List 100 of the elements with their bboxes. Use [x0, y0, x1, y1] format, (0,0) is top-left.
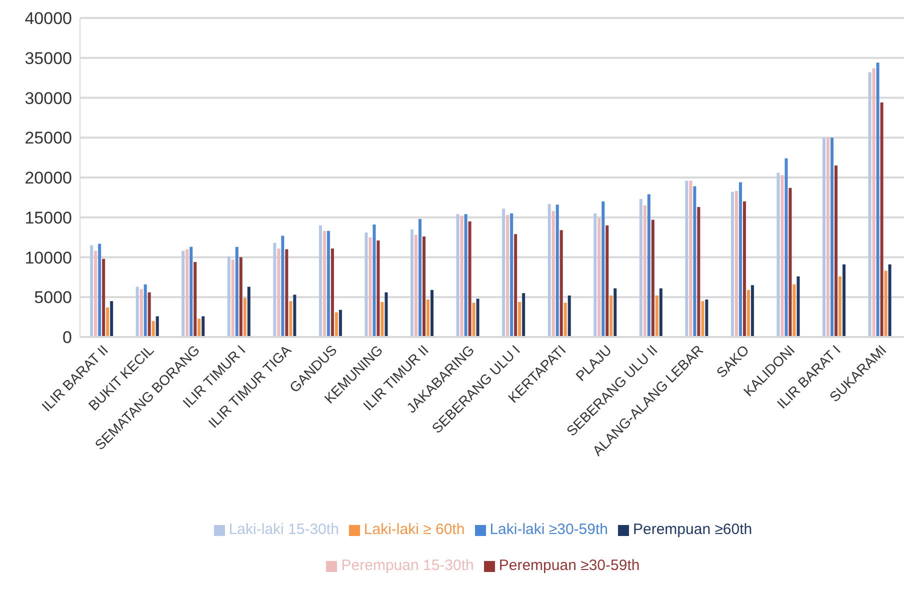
bar	[456, 214, 460, 337]
bar	[880, 102, 884, 337]
bar	[289, 301, 292, 337]
bar	[506, 214, 510, 337]
bar	[647, 194, 650, 337]
bar	[564, 302, 567, 337]
bar	[243, 298, 246, 337]
bar	[90, 245, 94, 337]
y-tick-label: 30000	[24, 88, 72, 108]
bar	[746, 290, 750, 337]
bar	[502, 208, 506, 337]
legend-label: Perempuan 15-30th	[341, 557, 474, 574]
bar	[606, 225, 609, 337]
bar	[884, 270, 888, 337]
bar	[338, 310, 342, 337]
bar	[734, 191, 738, 337]
bar	[472, 302, 476, 337]
bar	[655, 296, 658, 337]
bar	[460, 216, 464, 337]
bar	[602, 201, 605, 337]
bar	[510, 213, 514, 337]
bar	[152, 321, 155, 337]
y-tick-label: 20000	[24, 168, 72, 188]
y-tick-label: 10000	[24, 248, 72, 268]
legend-label: Perempuan ≥60th	[632, 521, 752, 538]
bar	[98, 244, 102, 337]
bar	[514, 234, 518, 337]
bar	[738, 182, 742, 337]
bar	[102, 258, 106, 337]
bar	[548, 204, 551, 337]
bar	[156, 316, 159, 337]
bar	[418, 218, 422, 337]
bar	[868, 72, 872, 337]
bar	[468, 221, 472, 337]
bar	[842, 264, 846, 337]
y-tick-label: 5000	[34, 288, 72, 308]
y-tick-label: 25000	[24, 128, 72, 148]
bar	[384, 292, 388, 337]
bar	[730, 192, 734, 337]
bar	[281, 236, 284, 337]
bar	[198, 318, 201, 337]
bar	[792, 284, 796, 337]
legend-label: Laki-laki ≥30-59th	[490, 521, 608, 538]
bar	[364, 232, 368, 337]
bar	[872, 68, 876, 337]
bar	[410, 229, 414, 337]
bar	[834, 166, 838, 337]
bar	[182, 250, 185, 337]
bar	[742, 201, 746, 337]
y-tick-label: 0	[62, 328, 72, 348]
bar	[136, 286, 139, 337]
y-tick-label: 35000	[24, 48, 72, 68]
bar	[227, 256, 230, 337]
bar	[594, 213, 597, 337]
bar	[318, 225, 322, 337]
bar	[426, 300, 430, 337]
bar	[110, 301, 114, 337]
bar	[788, 188, 792, 337]
bar	[522, 293, 526, 337]
bar	[239, 257, 242, 337]
bar	[94, 250, 98, 337]
bar	[876, 62, 880, 337]
bar	[784, 158, 788, 337]
bar	[148, 292, 151, 337]
bar	[697, 207, 700, 337]
bar	[830, 138, 834, 337]
bar	[685, 180, 688, 337]
bar	[838, 276, 842, 337]
bar	[826, 138, 830, 337]
bar	[796, 276, 800, 337]
bar	[776, 172, 780, 337]
bar	[330, 248, 334, 337]
bar	[643, 205, 646, 337]
bar	[518, 302, 522, 337]
bar	[693, 186, 696, 337]
bar	[598, 218, 601, 337]
bar	[326, 230, 330, 337]
bar	[689, 180, 692, 337]
bar	[780, 175, 784, 337]
bar	[701, 301, 704, 337]
y-tick-label: 40000	[24, 9, 72, 28]
bar	[194, 262, 197, 337]
bar	[202, 316, 205, 337]
bar	[273, 242, 276, 337]
bar	[144, 284, 147, 337]
bar	[659, 288, 662, 337]
bar	[651, 220, 654, 337]
bar	[822, 138, 826, 337]
bar	[106, 307, 110, 337]
bar	[888, 264, 892, 337]
bar	[476, 298, 480, 337]
bar	[422, 236, 426, 337]
bar	[376, 240, 380, 337]
bar	[140, 289, 143, 337]
bar	[750, 285, 754, 337]
bar	[285, 249, 288, 337]
bar	[430, 290, 434, 337]
bar	[610, 296, 613, 337]
bar	[368, 237, 372, 337]
bar	[235, 246, 238, 337]
